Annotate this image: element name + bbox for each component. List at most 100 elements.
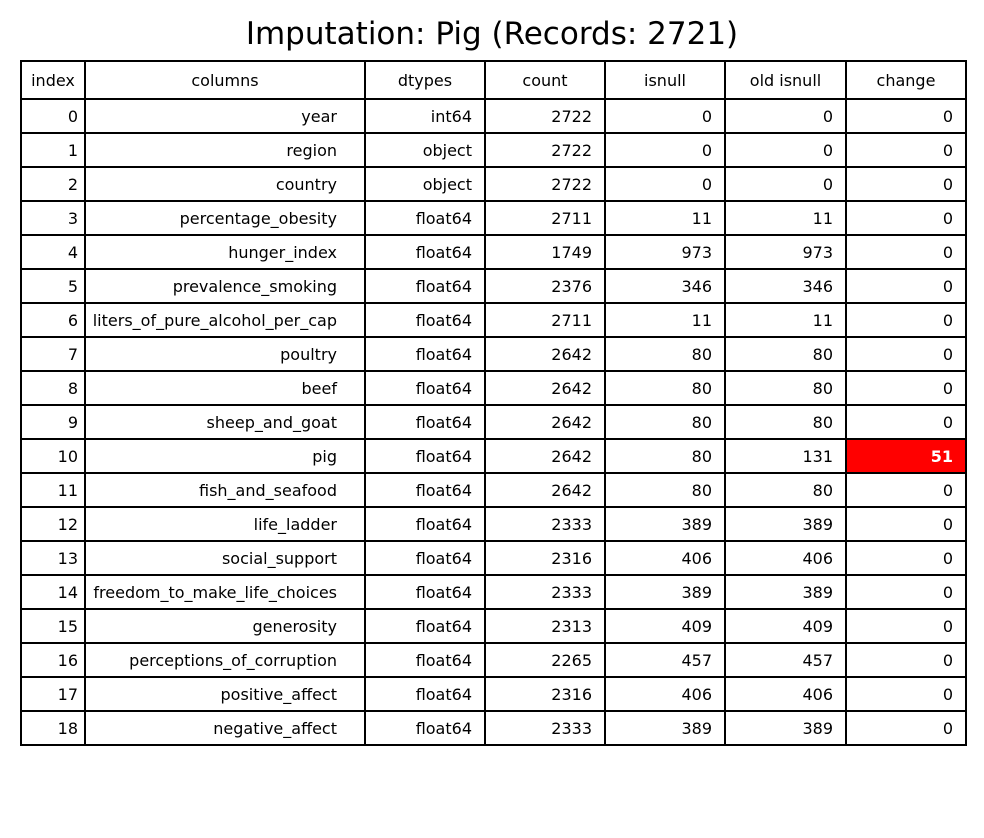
cell-index: 5	[20, 268, 86, 304]
cell-column-name-text: generosity	[252, 616, 337, 636]
cell-column-name-text: positive_affect	[220, 684, 338, 704]
cell-isnull: 80	[604, 472, 726, 508]
cell-column-name-text: social_support	[221, 548, 337, 568]
cell-index: 3	[20, 200, 86, 236]
cell-old-isnull: 11	[724, 200, 847, 236]
cell-column-name-text: poultry	[280, 344, 337, 364]
table-row: 10 pig float64 2642 80 131 51	[20, 438, 967, 474]
header-isnull: isnull	[604, 60, 726, 100]
cell-dtype: float64	[364, 574, 486, 610]
cell-count: 2642	[484, 404, 606, 440]
cell-old-isnull: 80	[724, 404, 847, 440]
table-row: 3 percentage_obesity float64 2711 11 11 0	[20, 200, 967, 236]
cell-column-name-text: beef	[301, 378, 337, 398]
cell-column-name: region	[84, 132, 366, 168]
cell-dtype: float64	[364, 472, 486, 508]
header-index: index	[20, 60, 86, 100]
cell-column-name-text: negative_affect	[213, 718, 337, 738]
cell-column-name: country	[84, 166, 366, 202]
cell-old-isnull: 389	[724, 506, 847, 542]
cell-old-isnull: 131	[724, 438, 847, 474]
cell-dtype: float64	[364, 268, 486, 304]
cell-count: 2333	[484, 710, 606, 746]
table-row: 11 fish_and_seafood float64 2642 80 80 0	[20, 472, 967, 508]
cell-change: 0	[845, 166, 967, 202]
cell-isnull: 457	[604, 642, 726, 678]
cell-index: 9	[20, 404, 86, 440]
cell-column-name: fish_and_seafood	[84, 472, 366, 508]
cell-old-isnull: 406	[724, 676, 847, 712]
cell-change: 0	[845, 268, 967, 304]
cell-isnull: 11	[604, 302, 726, 338]
cell-change: 0	[845, 642, 967, 678]
cell-column-name: pig	[84, 438, 366, 474]
cell-count: 2722	[484, 98, 606, 134]
cell-change: 0	[845, 472, 967, 508]
cell-count: 1749	[484, 234, 606, 270]
cell-index: 12	[20, 506, 86, 542]
cell-change: 0	[845, 98, 967, 134]
table-row: 4 hunger_index float64 1749 973 973 0	[20, 234, 967, 270]
cell-column-name-text: freedom_to_make_life_choices	[93, 582, 337, 602]
cell-column-name-text: perceptions_of_corruption	[129, 650, 337, 670]
cell-dtype: float64	[364, 608, 486, 644]
cell-index: 14	[20, 574, 86, 610]
cell-column-name-text: pig	[312, 446, 337, 466]
cell-column-name-text: prevalence_smoking	[172, 276, 337, 296]
cell-column-name: year	[84, 98, 366, 134]
cell-column-name-text: region	[286, 140, 337, 160]
cell-column-name: sheep_and_goat	[84, 404, 366, 440]
cell-count: 2376	[484, 268, 606, 304]
header-row: index columns dtypes count isnull old is…	[20, 60, 967, 100]
cell-change: 0	[845, 200, 967, 236]
cell-dtype: object	[364, 166, 486, 202]
table-row: 9 sheep_and_goat float64 2642 80 80 0	[20, 404, 967, 440]
cell-change-highlight: 51	[845, 438, 967, 474]
cell-change: 0	[845, 506, 967, 542]
cell-count: 2333	[484, 506, 606, 542]
cell-column-name: poultry	[84, 336, 366, 372]
cell-old-isnull: 80	[724, 472, 847, 508]
cell-column-name-text: year	[301, 106, 337, 126]
cell-count: 2642	[484, 472, 606, 508]
cell-column-name: negative_affect	[84, 710, 366, 746]
cell-index: 15	[20, 608, 86, 644]
table-body: 0 year int64 2722 0 0 0 1 region object 2722 0 0 0 2 co…	[20, 98, 967, 746]
cell-column-name-text: fish_and_seafood	[198, 480, 337, 500]
cell-isnull: 346	[604, 268, 726, 304]
cell-old-isnull: 80	[724, 370, 847, 406]
cell-old-isnull: 973	[724, 234, 847, 270]
cell-isnull: 80	[604, 404, 726, 440]
table-row: 1 region object 2722 0 0 0	[20, 132, 967, 168]
cell-isnull: 80	[604, 370, 726, 406]
cell-dtype: float64	[364, 234, 486, 270]
cell-old-isnull: 80	[724, 336, 847, 372]
cell-dtype: float64	[364, 438, 486, 474]
cell-dtype: float64	[364, 506, 486, 542]
header-columns: columns	[84, 60, 366, 100]
cell-isnull: 389	[604, 506, 726, 542]
cell-isnull: 973	[604, 234, 726, 270]
cell-isnull: 406	[604, 540, 726, 576]
table-row: 18 negative_affect float64 2333 389 389 0	[20, 710, 967, 746]
table-row: 14 freedom_to_make_life_choices float64 233…	[20, 574, 967, 610]
cell-isnull: 0	[604, 132, 726, 168]
cell-count: 2722	[484, 166, 606, 202]
cell-change: 0	[845, 234, 967, 270]
cell-column-name: percentage_obesity	[84, 200, 366, 236]
cell-change: 0	[845, 710, 967, 746]
cell-isnull: 11	[604, 200, 726, 236]
cell-isnull: 0	[604, 98, 726, 134]
cell-index: 1	[20, 132, 86, 168]
cell-count: 2316	[484, 676, 606, 712]
cell-change: 0	[845, 336, 967, 372]
header-old-isnull: old isnull	[724, 60, 847, 100]
cell-change: 0	[845, 676, 967, 712]
cell-column-name: hunger_index	[84, 234, 366, 270]
cell-count: 2642	[484, 370, 606, 406]
cell-change: 0	[845, 132, 967, 168]
cell-dtype: float64	[364, 370, 486, 406]
cell-count: 2642	[484, 336, 606, 372]
cell-old-isnull: 0	[724, 132, 847, 168]
cell-count: 2711	[484, 302, 606, 338]
